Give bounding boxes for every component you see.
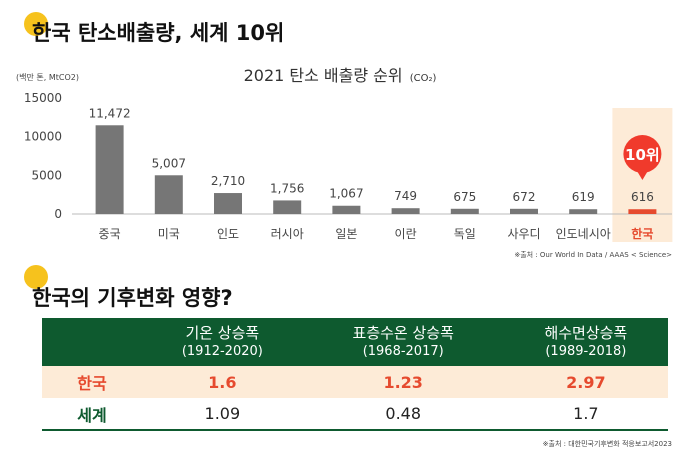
table-cell: 0.48 (302, 398, 504, 431)
x-tick-label: 인도 (217, 227, 239, 241)
table-header-row: 기온 상승폭 (1912-2020) 표층수온 상승폭 (1968-2017) 해수… (42, 318, 668, 366)
table-header-corner (42, 318, 142, 366)
section-title: 한국의 기후변화 영향? (32, 286, 233, 310)
x-tick-label: 러시아 (271, 227, 304, 241)
bar (332, 205, 361, 214)
chart-source: ※출처 : Our World In Data / AAAS < Science… (514, 251, 672, 259)
data-label: 616 (631, 190, 654, 204)
table-header-temperature: 기온 상승폭 (1912-2020) (142, 318, 303, 366)
data-label: 1,067 (329, 187, 363, 201)
bar (450, 208, 479, 214)
bar (214, 193, 242, 214)
x-tick-label: 사우디 (507, 227, 540, 241)
x-tick-label: 일본 (335, 227, 357, 241)
table-source: ※출처 : 대한민국기후변화 적응보고서2023 (542, 440, 672, 448)
table-cell: 1.6 (142, 366, 303, 398)
page-title: 한국 탄소배출량, 세계 10위 (32, 21, 285, 45)
data-label: 749 (394, 189, 417, 203)
x-tick-label: 한국 (631, 226, 653, 241)
data-label: 1,756 (270, 181, 304, 195)
x-tick-label: 미국 (158, 227, 180, 241)
x-tick-label: 이란 (395, 227, 417, 241)
climate-impact-table: 기온 상승폭 (1912-2020) 표층수온 상승폭 (1968-2017) 해수… (42, 318, 668, 431)
data-label: 675 (453, 190, 476, 204)
table-cell: 1.09 (142, 398, 303, 431)
bar (569, 209, 598, 214)
chart-title: 2021 탄소 배출량 순위 (CO₂) (243, 66, 437, 85)
data-label: 5,007 (152, 156, 186, 170)
data-label: 672 (513, 190, 536, 204)
rank-badge-label: 10위 (625, 146, 660, 164)
y-axis-unit: (백만 톤, MtCO2) (16, 73, 79, 82)
x-tick-label: 중국 (99, 227, 121, 241)
bar (273, 200, 302, 214)
row-label: 한국 (42, 366, 142, 398)
bar (628, 209, 657, 214)
data-label: 2,710 (211, 174, 245, 188)
y-tick-label: 15000 (24, 91, 62, 105)
x-tick-label: 독일 (454, 227, 476, 241)
header1-dot (24, 12, 48, 36)
y-tick-label: 10000 (24, 130, 62, 144)
data-label: 619 (572, 190, 595, 204)
table-cell: 1.23 (302, 366, 504, 398)
bar (391, 208, 420, 214)
y-tick-label: 0 (54, 207, 62, 221)
rank-badge-pointer (636, 170, 649, 180)
table-header-sea-surface-temperature: 표층수온 상승폭 (1968-2017) (302, 318, 504, 366)
table-cell: 1.7 (503, 398, 668, 431)
bar (154, 175, 183, 214)
rank-badge (623, 135, 662, 173)
bar (95, 125, 124, 214)
row-label: 세계 (42, 398, 142, 431)
header2-dot (24, 265, 48, 289)
y-tick-label: 5000 (31, 168, 62, 182)
x-tick-label: 인도네시아 (556, 227, 611, 241)
data-label: 11,472 (89, 106, 131, 120)
table-row-korea: 한국 1.6 1.23 2.97 (42, 366, 668, 398)
table-header-sea-level: 해수면상승폭 (1989-2018) (503, 318, 668, 366)
table-cell: 2.97 (503, 366, 668, 398)
bar (510, 208, 538, 214)
table-row-world: 세계 1.09 0.48 1.7 (42, 398, 668, 431)
bar-chart: 0 5000 10000 15000 11,472 중국 5,007 미국 2,710 인도 1,7… (24, 91, 673, 242)
